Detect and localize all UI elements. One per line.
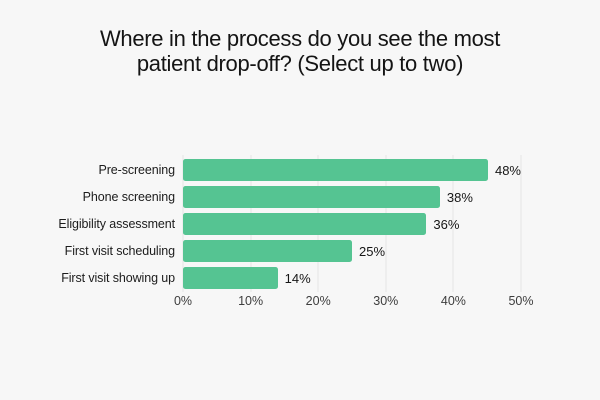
bar bbox=[183, 213, 427, 235]
bar-rows: Pre-screening 48% Phone screening 38% El… bbox=[40, 159, 580, 289]
bar-track: 25% bbox=[183, 240, 521, 262]
bar bbox=[183, 159, 488, 181]
x-tick-label: 40% bbox=[440, 294, 466, 308]
bar-track: 48% bbox=[183, 159, 521, 181]
bar-track: 36% bbox=[183, 213, 521, 235]
bar bbox=[183, 240, 352, 262]
bar-row: Phone screening 38% bbox=[40, 186, 580, 208]
x-tick-label: 10% bbox=[238, 294, 264, 308]
value-label: 48% bbox=[494, 162, 521, 178]
bar bbox=[183, 267, 278, 289]
value-label: 25% bbox=[359, 243, 386, 259]
x-tick-label: 30% bbox=[373, 294, 399, 308]
bar-track: 14% bbox=[183, 267, 521, 289]
gridline bbox=[452, 155, 454, 292]
bar-row: First visit showing up 14% bbox=[40, 267, 580, 289]
category-label: Pre-screening bbox=[98, 163, 175, 177]
value-label: 14% bbox=[284, 270, 311, 286]
bar bbox=[183, 186, 440, 208]
bar-chart: Pre-screening 48% Phone screening 38% El… bbox=[40, 155, 580, 308]
chart-title-line-1: Where in the process do you see the most bbox=[99, 26, 501, 51]
chart-title-line-2: patient drop-off? (Select up to two) bbox=[136, 51, 464, 76]
category-label: First visit showing up bbox=[61, 271, 175, 285]
bar-row: First visit scheduling 25% bbox=[40, 240, 580, 262]
chart-title: Where in the process do you see the most… bbox=[0, 26, 600, 76]
x-tick-label: 50% bbox=[508, 294, 534, 308]
gridline bbox=[520, 155, 522, 292]
category-label: Phone screening bbox=[82, 190, 175, 204]
x-axis: 0% 10% 20% 30% 40% 50% bbox=[174, 294, 534, 310]
x-tick-label: 0% bbox=[173, 294, 193, 308]
bar-row: Pre-screening 48% bbox=[40, 159, 580, 181]
x-tick-label: 20% bbox=[305, 294, 331, 308]
value-label: 36% bbox=[433, 216, 460, 232]
category-label: First visit scheduling bbox=[64, 244, 175, 258]
bar-row: Eligibility assessment 36% bbox=[40, 213, 580, 235]
category-label: Eligibility assessment bbox=[58, 217, 175, 231]
bar-track: 38% bbox=[183, 186, 521, 208]
value-label: 38% bbox=[446, 189, 473, 205]
